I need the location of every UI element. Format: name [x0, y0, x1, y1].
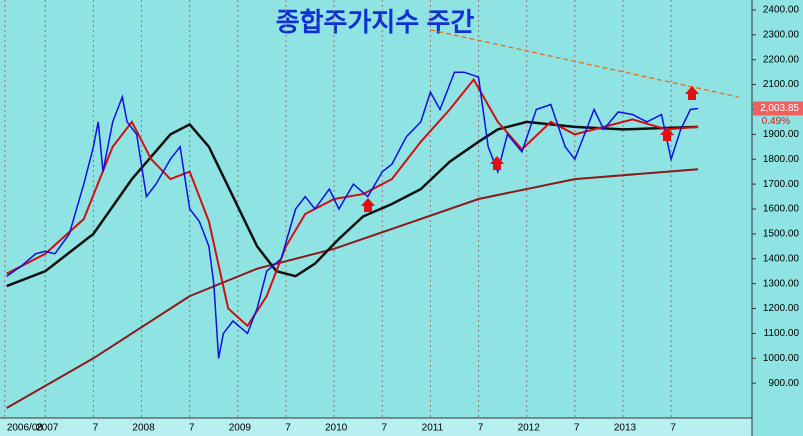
y-tick-label: 2400.00: [763, 5, 800, 16]
last-price-box: [753, 101, 803, 116]
x-tick-label: 2011: [422, 423, 444, 434]
y-tick-label: 2200.00: [763, 54, 800, 65]
series-line: [6, 77, 699, 328]
x-tick-label: 2013: [614, 423, 637, 434]
x-tick-label: 7: [574, 423, 580, 434]
change-label: 0.49%: [762, 116, 790, 127]
chart-title: 종합주가지수 주간: [276, 7, 475, 37]
y-tick-label: 1700.00: [763, 179, 800, 190]
trendline: [430, 29, 739, 98]
y-tick-label: 900.00: [768, 378, 799, 389]
x-tick-label: 2008: [132, 423, 155, 434]
x-axis-band: [0, 418, 752, 436]
y-tick-label: 2300.00: [763, 29, 800, 40]
y-tick-label: 1300.00: [763, 278, 800, 289]
x-tick-label: 2009: [229, 423, 252, 434]
x-tick-label: 2007: [36, 423, 59, 434]
arrows: [361, 86, 699, 212]
y-tick-label: 1200.00: [763, 303, 800, 314]
y-tick-label: 1600.00: [763, 204, 800, 215]
last-price-label: 2,003.85: [760, 103, 799, 114]
y-tick-label: 1100.00: [764, 328, 800, 339]
y-tick-label: 1900.00: [763, 129, 800, 140]
y-tick-label: 1800.00: [763, 154, 800, 165]
series-line: [6, 71, 699, 359]
x-tick-label: 2010: [325, 423, 348, 434]
x-tick-label: 2006/08: [7, 423, 44, 434]
x-tick-label: 2012: [518, 423, 541, 434]
y-tick-label: 1500.00: [763, 229, 800, 240]
x-tick-label: 7: [670, 423, 676, 434]
series-line: [6, 168, 699, 409]
x-tick-label: 7: [93, 423, 99, 434]
y-tick-label: 2100.00: [763, 79, 800, 90]
x-tick-label: 7: [285, 423, 291, 434]
y-tick-label: 1000.00: [763, 353, 800, 364]
series-line: [6, 120, 699, 288]
x-tick-label: 7: [381, 423, 387, 434]
y-tick-label: 1400.00: [763, 253, 800, 264]
x-tick-label: 7: [478, 423, 484, 434]
x-tick-label: 7: [189, 423, 195, 434]
